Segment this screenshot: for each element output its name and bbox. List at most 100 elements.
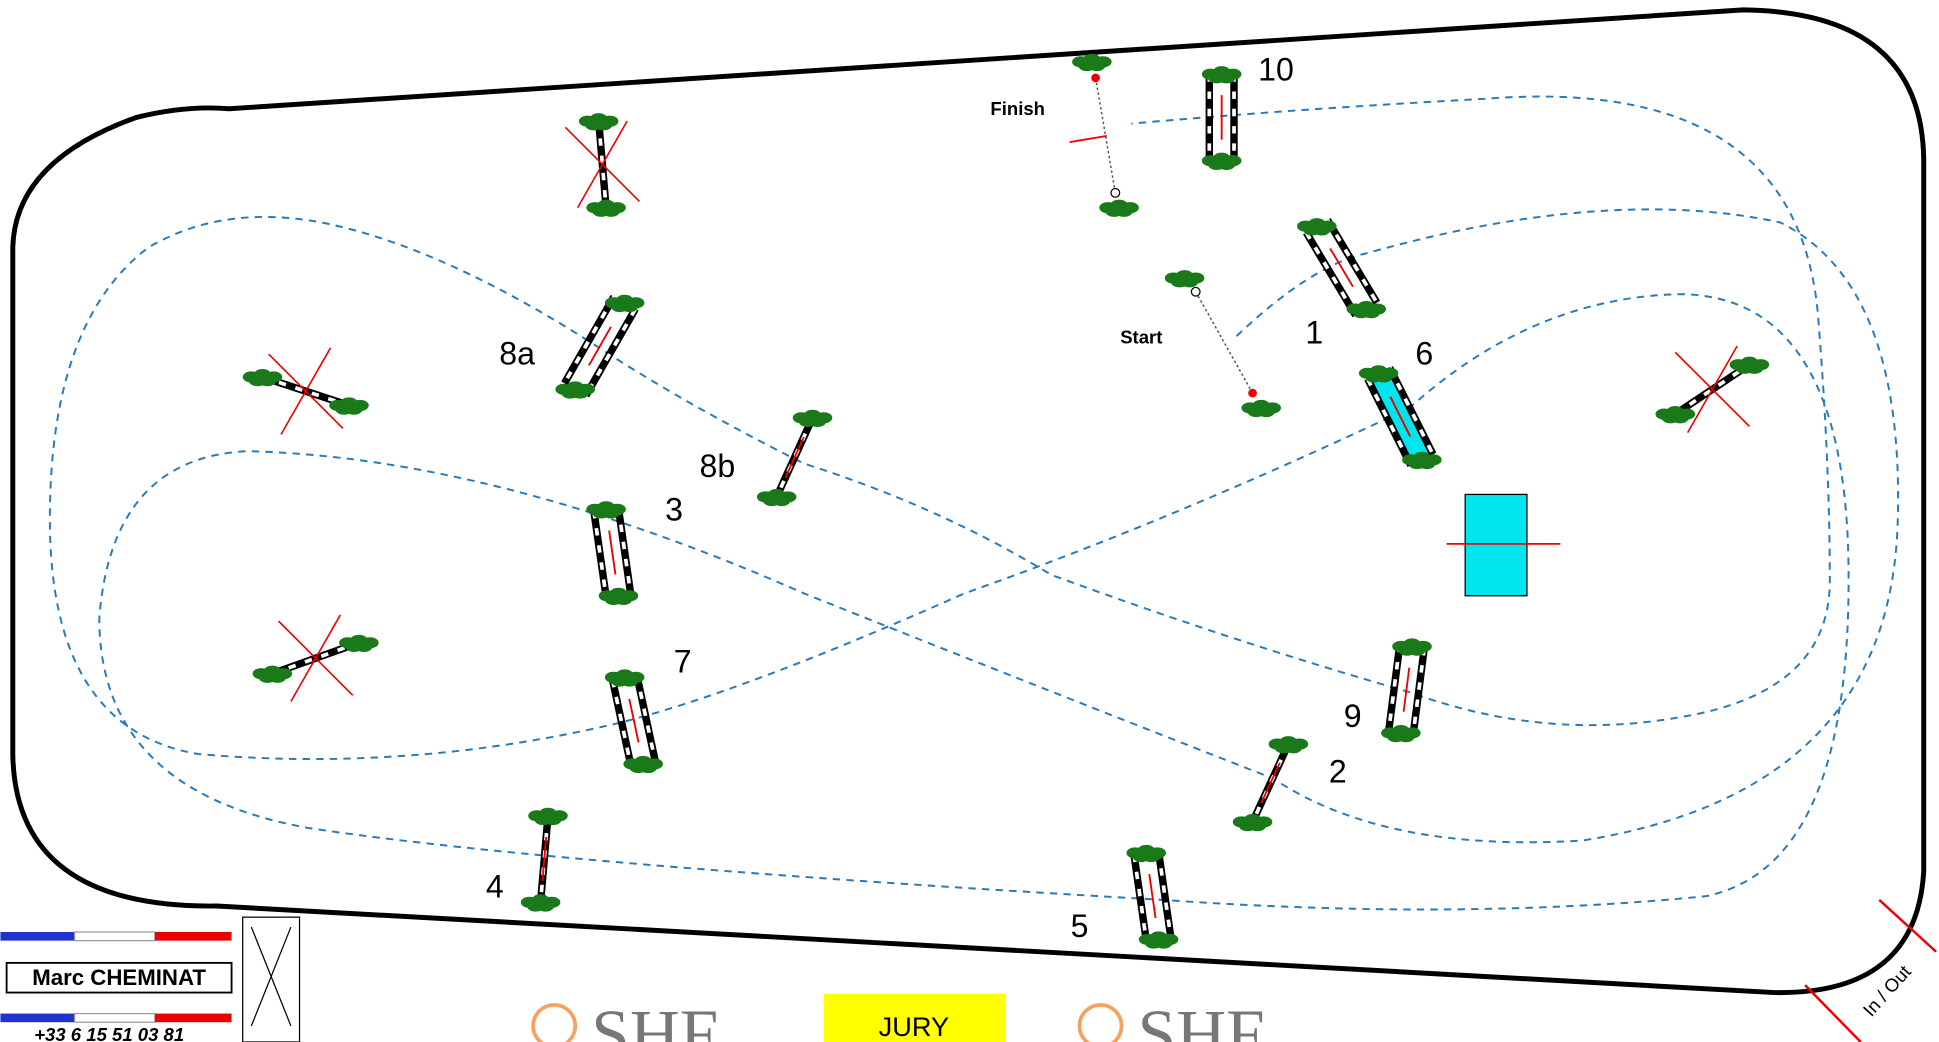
exit-arrow <box>1878 898 1937 953</box>
tree <box>1217 72 1236 84</box>
tree <box>1418 457 1436 470</box>
tree <box>1180 276 1199 288</box>
fence <box>604 669 663 774</box>
tree <box>1248 820 1267 832</box>
fence-number: 1 <box>1305 315 1323 351</box>
pole-stripe <box>596 120 608 208</box>
tree <box>772 495 791 507</box>
tree <box>1313 224 1331 236</box>
tree <box>1257 406 1275 418</box>
start-label: Start <box>1120 327 1162 348</box>
tree <box>1374 371 1393 383</box>
pole-stripe <box>538 815 550 903</box>
flag <box>1110 187 1121 198</box>
flag <box>1190 286 1201 297</box>
designer-phone: +33 6 15 51 03 81 <box>34 1024 184 1042</box>
tree <box>602 507 620 519</box>
fence <box>586 501 639 606</box>
tree <box>1671 412 1689 424</box>
exit-arrow <box>1804 984 1862 1042</box>
jury-label: JURY <box>879 1011 950 1042</box>
fence <box>252 614 379 702</box>
pole-stripe <box>592 510 609 598</box>
fence <box>1297 217 1387 319</box>
direction-arrow <box>1329 248 1354 288</box>
pole <box>1386 366 1437 456</box>
direction-arrow <box>1402 667 1411 712</box>
fence <box>1358 365 1442 470</box>
cross <box>290 614 342 702</box>
tree <box>1397 731 1415 743</box>
tree <box>1088 59 1106 72</box>
designer-name: Marc CHEMINAT <box>32 965 206 990</box>
direction-arrow <box>1148 873 1157 919</box>
logo-icon <box>531 1003 578 1042</box>
direction-arrow <box>628 698 640 743</box>
pole-stripe <box>1386 644 1402 732</box>
fence <box>555 294 645 399</box>
fence <box>564 113 641 217</box>
fence <box>756 409 833 507</box>
fence-number: 10 <box>1258 51 1294 87</box>
tree <box>258 375 277 387</box>
tree <box>1142 851 1160 863</box>
pole <box>1324 217 1381 305</box>
cross <box>1686 345 1738 434</box>
tree <box>808 415 827 428</box>
fence <box>1381 638 1432 743</box>
pole-stripe <box>1132 854 1149 942</box>
fence <box>520 807 568 912</box>
direction-arrow <box>608 530 617 575</box>
jury-box <box>823 993 1006 1042</box>
pole-stripe <box>1156 850 1173 938</box>
pole-stripe <box>271 641 360 676</box>
direction-arrow <box>1389 396 1412 437</box>
tree <box>536 900 555 912</box>
exit-label: In / Out <box>1859 960 1916 1020</box>
fence-number: 8a <box>499 336 535 372</box>
flag <box>1091 73 1100 83</box>
fence <box>1232 736 1309 832</box>
tree <box>620 300 639 313</box>
pole-stripe <box>634 674 658 762</box>
start-line <box>1195 291 1254 394</box>
tree <box>1115 205 1133 217</box>
tree <box>1217 158 1236 170</box>
logo-icon <box>1077 1003 1124 1042</box>
fence-number: 9 <box>1344 698 1362 734</box>
tree <box>544 813 562 826</box>
tree <box>1284 742 1303 754</box>
fence-number: 6 <box>1415 336 1433 372</box>
fence <box>1126 844 1179 949</box>
finish-label: Finish <box>990 98 1045 119</box>
pole-stripe <box>616 507 633 595</box>
tree <box>355 640 373 653</box>
pole <box>1303 230 1359 318</box>
fence-number: 4 <box>486 868 504 904</box>
logo: SHF <box>1138 995 1265 1042</box>
fence-number: 5 <box>1071 908 1089 944</box>
fence <box>242 347 369 435</box>
fence-number: 3 <box>665 491 683 527</box>
logo: SHF <box>591 995 718 1042</box>
direction-arrow <box>588 326 612 366</box>
water-jump <box>1464 493 1528 597</box>
fence-number: 8b <box>699 448 735 484</box>
pole <box>582 307 639 398</box>
direction-arrow <box>1260 762 1281 804</box>
tree <box>1154 937 1173 949</box>
finish-arrow <box>1069 135 1107 144</box>
tree <box>620 675 639 687</box>
pole-stripe <box>610 679 633 767</box>
direction-arrow <box>541 836 548 882</box>
tree <box>594 119 613 131</box>
tree <box>1408 644 1426 656</box>
cross <box>576 120 628 209</box>
tree <box>1745 362 1764 374</box>
tree <box>639 762 657 774</box>
fence-number: 2 <box>1329 753 1347 789</box>
fence-number: 7 <box>674 643 692 679</box>
pole <box>1364 377 1415 468</box>
arena-border <box>10 7 1927 996</box>
